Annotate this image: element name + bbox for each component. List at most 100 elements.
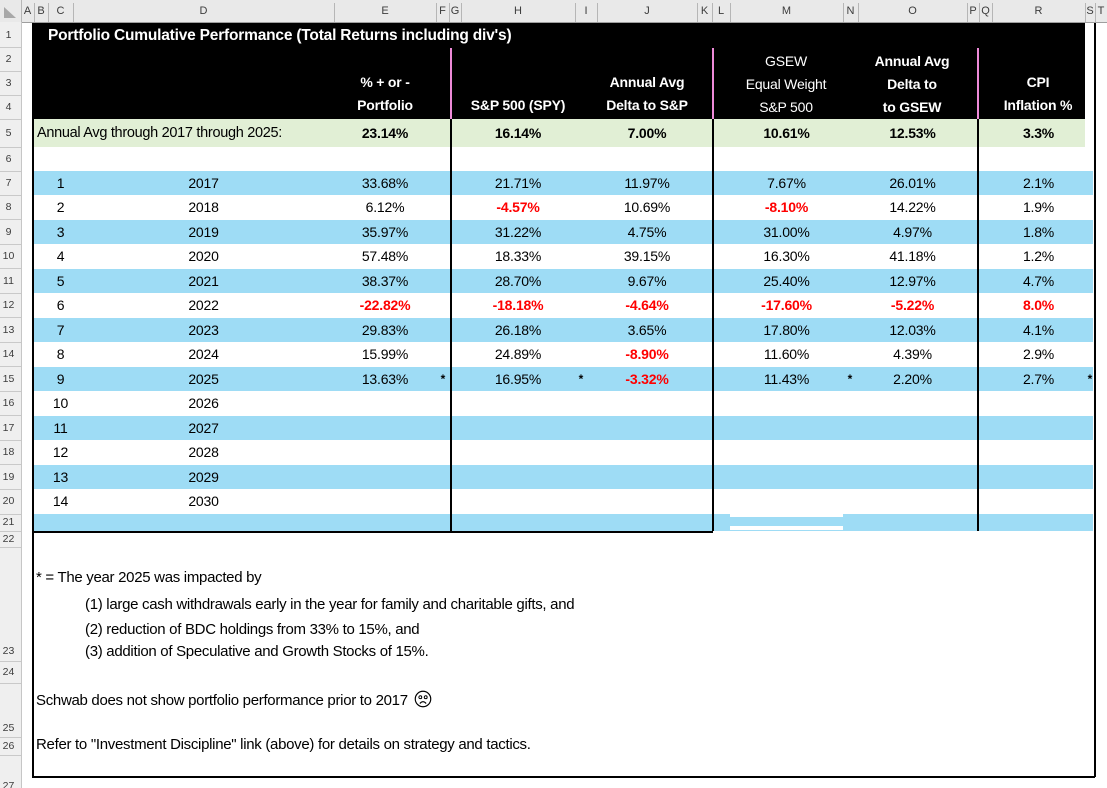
column-header-G[interactable]: G [450,5,460,17]
table-row-2028-index[interactable]: 12 [52,444,69,460]
header-delta-sp-line1[interactable]: Annual Avg [609,74,685,90]
column-header-O[interactable]: O [908,5,917,17]
table-row-2025-gsew[interactable]: 11.43% [763,370,810,387]
table-row-2018-delta_sp[interactable]: 10.69% [623,199,671,215]
header-portfolio-line2[interactable]: Portfolio [357,97,413,113]
header-delta-sp-line2[interactable]: Delta to S&P [606,97,688,113]
table-row-2022-portfolio[interactable]: -22.82% [359,297,411,313]
table-row-2023-index[interactable]: 7 [56,321,65,338]
table-row-2024-cpi[interactable]: 2.9% [1022,346,1055,362]
table-row-2018-portfolio[interactable]: 6.12% [365,199,405,215]
row-header-8[interactable]: 8 [5,201,12,213]
table-row-2019-delta_gsew[interactable]: 4.97% [893,223,932,240]
select-all-corner[interactable] [0,0,22,22]
summary-delta-sp[interactable]: 7.00% [627,125,667,141]
column-header-A[interactable]: A [23,5,32,17]
row-header-10[interactable]: 10 [2,250,15,262]
table-row-2022-delta_sp[interactable]: -4.64% [625,297,669,313]
table-row-2029-index[interactable]: 13 [52,468,69,485]
table-row-2017-portfolio[interactable]: 33.68% [361,174,409,191]
column-header-L[interactable]: L [717,5,725,17]
table-row-2024-gsew[interactable]: 11.60% [763,346,810,362]
table-row-2018-year[interactable]: 2018 [188,199,219,215]
table-row-2022-gsew[interactable]: -17.60% [761,297,812,313]
table-row-2025-delta_sp[interactable]: -3.32% [625,370,669,387]
row-header-15[interactable]: 15 [2,372,15,385]
column-header-Q[interactable]: Q [981,5,990,17]
table-row-2026-index[interactable]: 10 [52,395,69,411]
row-header-9[interactable]: 9 [5,225,12,238]
table-row-2023-delta_gsew[interactable]: 12.03% [889,321,936,338]
row-header-11[interactable]: 11 [3,274,14,287]
column-ruler[interactable] [0,0,1107,23]
table-row-2022-year[interactable]: 2022 [188,297,219,313]
column-header-T[interactable]: T [1097,5,1105,17]
table-row-2021-spy[interactable]: 28.70% [494,272,542,289]
column-header-F[interactable]: F [439,5,446,17]
summary-cpi[interactable]: 3.3% [1022,125,1055,141]
row-header-21[interactable]: 21 [2,516,15,528]
row-header-3[interactable]: 3 [5,77,12,89]
table-row-2020-gsew[interactable]: 16.30% [763,248,810,264]
table-row-2023-spy[interactable]: 26.18% [494,321,542,338]
row-header-20[interactable]: 20 [2,495,15,507]
summary-portfolio[interactable]: 23.14% [361,125,409,141]
column-header-H[interactable]: H [514,5,522,17]
row-header-23[interactable]: 23 [2,645,15,657]
summary-delta-gsew[interactable]: 12.53% [889,125,936,141]
row-header-4[interactable]: 4 [5,101,12,113]
row-header-2[interactable]: 2 [5,53,12,65]
table-row-2028-year[interactable]: 2028 [188,444,219,460]
table-row-2029-year[interactable]: 2029 [188,468,219,485]
table-row-2027-index[interactable]: 11 [53,419,68,436]
column-header-J[interactable]: J [644,5,650,17]
table-row-2025-index[interactable]: 9 [56,370,65,387]
table-row-2020-portfolio[interactable]: 57.48% [361,248,409,264]
column-header-K[interactable]: K [700,5,709,17]
table-row-2023-gsew[interactable]: 17.80% [763,321,810,338]
header-cpi-line2[interactable]: Inflation % [1003,97,1073,113]
header-spy[interactable]: S&P 500 (SPY) [470,97,566,113]
summary-gsew[interactable]: 10.61% [763,125,810,141]
table-row-2019-index[interactable]: 3 [56,223,65,240]
note-line[interactable]: Schwab does not show portfolio performan… [36,689,432,713]
table-row-2023-delta_sp[interactable]: 3.65% [627,321,667,338]
row-header-13[interactable]: 13 [2,323,15,336]
table-row-2024-delta_sp[interactable]: -8.90% [625,346,669,362]
table-row-2026-year[interactable]: 2026 [188,395,219,411]
row-header-25[interactable]: 25 [2,722,15,734]
column-header-P[interactable]: P [969,5,977,17]
row-header-12[interactable]: 12 [2,299,15,311]
table-row-2024-year[interactable]: 2024 [188,346,219,362]
table-row-2023-cpi[interactable]: 4.1% [1022,321,1055,338]
table-row-2021-index[interactable]: 5 [56,272,65,289]
column-header-I[interactable]: I [584,5,588,17]
table-row-2022-index[interactable]: 6 [56,297,65,313]
table-row-2025-year[interactable]: 2025 [188,370,219,387]
row-header-6[interactable]: 6 [5,152,12,165]
table-row-2019-cpi[interactable]: 1.8% [1022,223,1055,240]
header-delta-gsew-line2[interactable]: Delta to [887,76,937,92]
table-row-2025-delta_gsew[interactable]: 2.20% [893,370,932,387]
note-line[interactable]: (2) reduction of BDC holdings from 33% t… [85,621,420,638]
row-header-24[interactable]: 24 [2,666,15,678]
note-line[interactable]: (1) large cash withdrawals early in the … [85,596,575,613]
column-header-M[interactable]: M [781,5,792,17]
table-title[interactable]: Portfolio Cumulative Performance (Total … [48,27,512,44]
table-row-2020-cpi[interactable]: 1.2% [1022,248,1055,264]
table-row-2021-cpi[interactable]: 4.7% [1022,272,1055,289]
row-header-22[interactable]: 22 [2,533,15,545]
table-row-2019-delta_sp[interactable]: 4.75% [627,223,667,240]
table-row-2020-delta_sp[interactable]: 39.15% [623,248,671,264]
table-row-2023-portfolio[interactable]: 29.83% [361,321,409,338]
header-delta-gsew-line1[interactable]: Annual Avg [874,53,950,69]
table-row-2022-spy[interactable]: -18.18% [492,297,544,313]
header-delta-gsew-line3[interactable]: to GSEW [882,99,942,115]
table-row-2019-spy[interactable]: 31.22% [494,223,542,240]
table-row-2023-year[interactable]: 2023 [188,321,219,338]
table-row-2017-delta_sp[interactable]: 11.97% [624,174,670,191]
table-row-2017-year[interactable]: 2017 [188,174,219,191]
summary-spy[interactable]: 16.14% [494,125,542,141]
table-row-2021-delta_gsew[interactable]: 12.97% [889,272,936,289]
column-header-D[interactable]: D [199,5,208,17]
